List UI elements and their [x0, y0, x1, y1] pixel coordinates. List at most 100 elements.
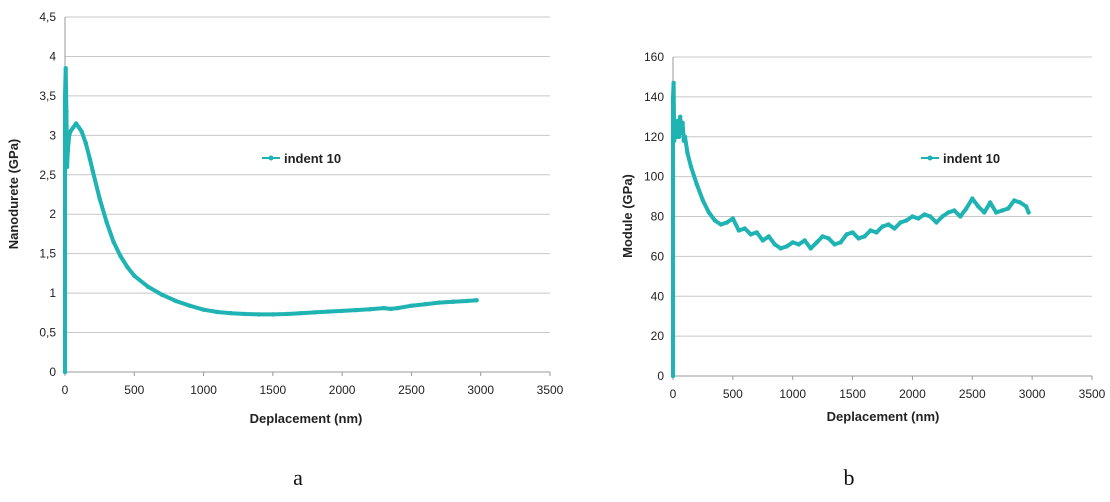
data-point: [820, 234, 825, 239]
data-point: [339, 308, 345, 314]
data-point: [73, 121, 79, 126]
data-point: [125, 264, 130, 270]
legend-marker: [927, 155, 933, 161]
x-tick-label: 2500: [398, 383, 425, 397]
data-point: [700, 198, 706, 203]
data-point: [832, 242, 837, 247]
x-tick-label: 3500: [1079, 387, 1106, 401]
data-point: [270, 312, 276, 317]
data-point: [681, 138, 686, 143]
data-point: [988, 200, 993, 205]
data-point: [790, 240, 795, 245]
data-point: [63, 66, 68, 71]
x-tick-label: 500: [124, 383, 144, 397]
chart-a-nanodurete: 0 0,5 1 1,5 2 2,5 3 3,5 4 4,5 0 500 1000 1500 2000 2500…: [6, 10, 564, 490]
data-point: [850, 230, 855, 235]
data-point: [928, 214, 933, 219]
data-point: [62, 93, 68, 99]
data-point: [1023, 204, 1029, 209]
data-point: [76, 125, 82, 130]
data-point: [778, 246, 783, 251]
data-point: [670, 94, 676, 100]
data-point: [862, 234, 867, 239]
data-point: [242, 311, 248, 317]
data-point: [718, 222, 724, 227]
data-point: [754, 230, 759, 235]
data-point: [910, 214, 915, 219]
x-tick-label: 2500: [959, 387, 986, 401]
data-point: [940, 214, 945, 219]
data-point: [79, 129, 84, 134]
data-point: [62, 133, 68, 138]
data-point: [68, 129, 73, 134]
data-point: [964, 206, 969, 211]
data-point: [946, 210, 951, 215]
data-point: [748, 232, 753, 237]
data-point: [284, 311, 289, 317]
x-tick-label: 500: [723, 387, 743, 401]
y-tick-label: 3: [49, 128, 56, 142]
data-point: [423, 302, 428, 307]
legend-marker: [268, 155, 274, 161]
panel-label: a: [293, 465, 303, 490]
data-point: [868, 228, 873, 233]
series-line: [671, 80, 1031, 378]
y-tick-label: 0: [657, 369, 664, 383]
data-point: [678, 114, 683, 120]
data-point: [952, 208, 957, 213]
data-point: [132, 273, 137, 278]
data-point: [736, 228, 741, 233]
data-point: [312, 310, 317, 315]
data-point: [159, 292, 165, 297]
chart-b-module: 0 20 40 60 80 100 120 140 160 0 500 1000 1500 2000 250…: [620, 50, 1106, 490]
data-point: [904, 218, 909, 223]
data-point: [994, 210, 999, 215]
data-point: [760, 238, 765, 243]
data-point: [1000, 208, 1005, 213]
data-point: [898, 220, 903, 225]
data-point: [976, 204, 981, 209]
data-point: [326, 309, 331, 314]
y-tick-label: 1,5: [39, 247, 56, 261]
y-tick-label: 120: [644, 130, 664, 144]
data-point: [670, 254, 676, 259]
data-point: [1026, 210, 1031, 215]
data-point: [688, 164, 694, 169]
data-point: [62, 212, 68, 217]
x-tick-label: 1000: [779, 387, 806, 401]
data-point: [982, 210, 987, 215]
data-point: [766, 234, 771, 239]
data-point: [694, 182, 700, 187]
data-point: [145, 284, 151, 289]
data-point: [90, 168, 95, 173]
data-point: [1006, 206, 1011, 211]
data-point: [215, 309, 220, 315]
data-point: [62, 290, 68, 296]
data-point: [353, 307, 359, 313]
y-tick-label: 4: [49, 49, 56, 63]
data-point: [676, 134, 682, 139]
data-point: [673, 124, 678, 129]
data-point: [772, 242, 777, 247]
data-point: [826, 236, 831, 241]
data-point: [670, 214, 676, 219]
data-point: [670, 134, 676, 139]
data-point: [474, 298, 479, 303]
data-point: [838, 240, 843, 245]
series-line: [63, 66, 479, 374]
x-tick-label: 3500: [537, 383, 564, 397]
y-tick-label: 160: [644, 50, 664, 64]
data-point: [229, 311, 234, 316]
data-point: [464, 298, 470, 304]
data-point: [672, 138, 677, 143]
y-axis-title: Module (GPa): [620, 174, 635, 258]
data-point: [111, 239, 116, 244]
data-point: [934, 220, 939, 225]
data-point: [1018, 200, 1023, 205]
data-point: [87, 156, 93, 162]
data-point: [62, 330, 68, 335]
data-point: [679, 130, 684, 135]
x-tick-label: 0: [62, 383, 69, 397]
data-point: [874, 230, 879, 235]
